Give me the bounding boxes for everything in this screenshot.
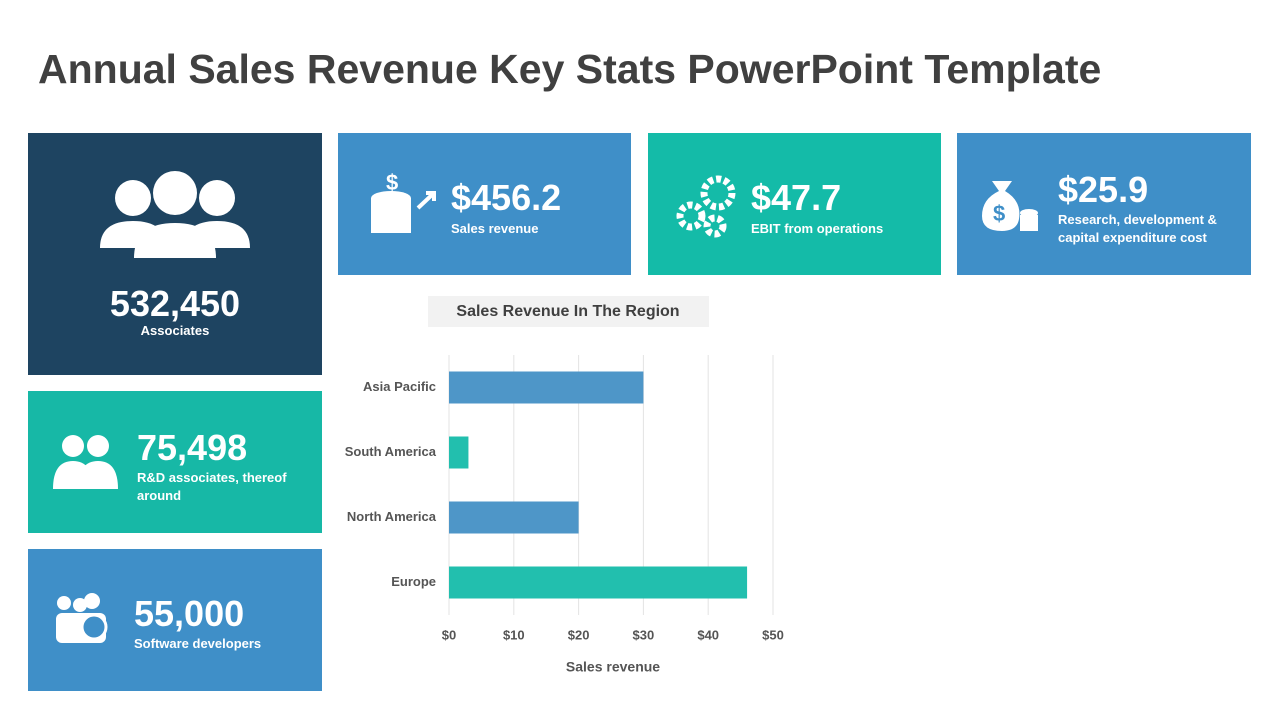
stat-value: 75,498 [137, 427, 248, 468]
bar [449, 566, 748, 599]
y-tick-label: Asia Pacific [363, 379, 436, 394]
svg-text:$: $ [993, 201, 1005, 226]
card: $ $456.2 Sales revenue [338, 133, 631, 275]
stat-value: 532,450 [109, 283, 241, 324]
stat-label: Associates [140, 323, 210, 338]
coins-icon: $ [371, 170, 436, 233]
money-bag-icon: $ [982, 181, 1038, 231]
x-tick-label: $50 [762, 627, 784, 642]
y-tick-label: Europe [391, 574, 436, 589]
stat-value: $47.7 [751, 177, 842, 218]
y-tick-label: North America [347, 509, 437, 524]
gears-icon [676, 175, 736, 238]
bar [449, 371, 644, 404]
svg-text:$: $ [386, 170, 398, 195]
card: 75,498 R&D associates, thereof around [28, 391, 322, 533]
card: $47.7 EBIT from operations [648, 133, 941, 275]
slide-title: Annual Sales Revenue Key Stats PowerPoin… [38, 46, 1102, 92]
chart-title: Sales Revenue In The Region [456, 303, 679, 320]
card: 532,450 Associates [28, 133, 322, 375]
bar [449, 501, 579, 534]
rd-icon [53, 435, 118, 489]
card: $ $25.9 Research, development & capital … [957, 133, 1251, 275]
x-tick-label: $20 [568, 627, 590, 642]
x-tick-label: $30 [633, 627, 655, 642]
stat-label: R&D associates, thereof around [137, 470, 287, 503]
stat-value: $456.2 [451, 177, 562, 218]
x-axis-label: Sales revenue [566, 659, 660, 675]
people-icon [100, 171, 250, 258]
stat-label: Research, development & capital expendit… [1058, 212, 1217, 245]
y-tick-label: South America [345, 444, 437, 459]
x-tick-label: $10 [503, 627, 525, 642]
stat-value: $25.9 [1058, 169, 1149, 210]
stat-label: Sales revenue [451, 221, 539, 236]
chart-title-box [428, 296, 709, 327]
bar [449, 436, 469, 469]
x-tick-label: $0 [442, 627, 456, 642]
developer-icon [56, 593, 108, 643]
bar-chart: Sales Revenue In The Region Sales revenu… [345, 296, 784, 675]
card: 55,000 Software developers [28, 549, 322, 691]
stat-label: Software developers [134, 636, 262, 651]
stat-label: EBIT from operations [751, 221, 884, 236]
stat-value: 55,000 [134, 593, 245, 634]
x-tick-label: $40 [697, 627, 719, 642]
